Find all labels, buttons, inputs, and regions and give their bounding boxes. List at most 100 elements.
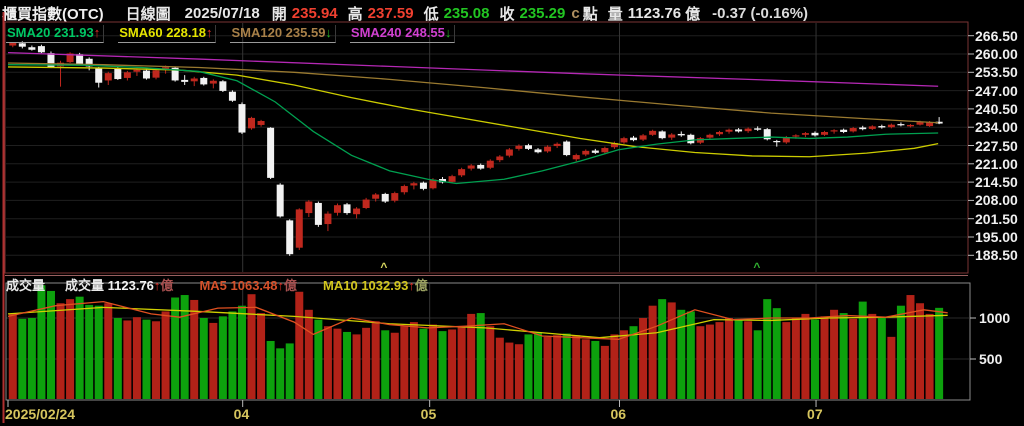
trend-arrow-icon: ↑	[153, 278, 161, 293]
price-legend-item-sma60[interactable]: SMA60 228.18↑	[118, 25, 217, 43]
trend-arrow-icon: ↓	[325, 25, 332, 40]
price-axis-label: 221.00	[975, 155, 1018, 172]
candle-body	[228, 91, 236, 101]
candle-body	[706, 134, 714, 138]
volume-bar	[438, 331, 447, 399]
volume-bar	[830, 309, 839, 399]
trend-arrow-icon: ↑	[277, 278, 285, 293]
candle-body	[362, 199, 370, 209]
candle-body	[95, 68, 103, 83]
candle-body	[563, 141, 571, 156]
volume-bar	[495, 337, 504, 399]
volume-bar	[457, 326, 466, 399]
candle-body	[859, 127, 867, 130]
c-flag: c	[571, 4, 580, 22]
volume-bar	[113, 318, 122, 399]
volume-bar	[237, 305, 246, 399]
vol-ma-value: 1032.93	[361, 278, 409, 293]
volume-bar	[56, 303, 65, 399]
price-axis-label: 201.50	[975, 210, 1018, 227]
volume-bar	[925, 313, 934, 399]
sma60-line	[7, 66, 939, 158]
open-value: 235.94	[291, 4, 338, 22]
volume-bar	[744, 321, 753, 399]
candle-body	[76, 54, 84, 64]
candle-body	[181, 79, 189, 82]
volume-bar	[514, 344, 523, 399]
price-axis-label: 195.00	[975, 229, 1018, 245]
candle-body	[419, 182, 427, 189]
price-legend-item-sma120[interactable]: SMA120 235.59↓	[230, 25, 336, 43]
candle-body	[878, 126, 886, 128]
candle-body	[725, 129, 733, 132]
candle-body	[601, 148, 609, 153]
volume-legend-item-total[interactable]: 成交量 1123.76↑億	[65, 275, 173, 293]
vol-ma-label: 成交量	[65, 278, 108, 293]
date-axis-label: 07	[807, 406, 823, 422]
volume-bar	[8, 313, 17, 399]
candle-body	[926, 122, 934, 127]
candle-body	[801, 133, 809, 135]
candle-body	[744, 128, 752, 132]
candle-body	[85, 58, 93, 67]
candle-body	[534, 149, 542, 153]
volume-bar	[419, 328, 428, 399]
volume-panel-border	[5, 282, 971, 401]
vol-ma-value: 1123.76	[107, 278, 154, 293]
volume-bar	[839, 313, 848, 399]
volume-legend-item-ma10[interactable]: MA10 1032.93↑億	[323, 275, 428, 293]
volume-bar	[362, 327, 371, 399]
volume-bar	[725, 318, 734, 399]
candle-body	[773, 140, 781, 143]
volume-bar	[705, 324, 714, 399]
volume-bar	[906, 295, 915, 399]
candle-body	[906, 124, 914, 127]
candle-body	[448, 176, 456, 182]
candle-body	[66, 53, 74, 63]
volume-bar	[639, 318, 648, 399]
volume-bar	[257, 313, 266, 399]
price-legend-item-sma20[interactable]: SMA20 231.93↑	[6, 25, 105, 43]
volume-ma5-line	[7, 300, 948, 340]
close-label: 收	[499, 5, 515, 23]
volume-bar	[390, 332, 399, 399]
ma-label: SMA240 248.55	[350, 25, 445, 40]
volume-bar	[619, 330, 628, 399]
volume-axis-label: 500	[979, 351, 1003, 367]
candle-body	[209, 80, 217, 84]
price-axis-label: 253.50	[975, 64, 1018, 81]
volume-bar	[868, 313, 877, 399]
volume-bar	[753, 330, 762, 399]
high-label: 高	[347, 5, 363, 23]
price-axis-label: 266.50	[975, 27, 1018, 44]
vol-unit: 億	[414, 278, 428, 293]
candle-body	[849, 128, 857, 132]
volume-ma-legend: 成交量 成交量 1123.76↑億 MA5 1063.48↑億 MA10 1032.9…	[6, 275, 454, 293]
candle-body	[248, 117, 256, 129]
volume-bar	[896, 305, 905, 399]
date-axis-label: 04	[233, 406, 250, 422]
price-legend-item-sma240[interactable]: SMA240 248.55↓	[349, 25, 456, 43]
sma20-line	[7, 64, 939, 185]
volume-legend-item-ma5[interactable]: MA5 1063.48↑億	[199, 275, 297, 293]
volume-bar	[161, 311, 170, 399]
low-label: 低	[423, 5, 439, 23]
candle-body	[314, 202, 322, 225]
candle-body	[286, 220, 294, 255]
candle-body	[486, 160, 494, 168]
candle-body	[410, 183, 418, 186]
candle-body	[582, 150, 590, 155]
price-ma-legend: SMA20 231.93↑ SMA60 228.18↑ SMA120 235.59↓…	[6, 25, 469, 43]
price-axis-label: 247.00	[975, 82, 1018, 99]
volume-bar	[610, 334, 619, 399]
period-label[interactable]: 日線圖	[125, 5, 171, 23]
candle-body	[505, 149, 513, 156]
candle-body	[276, 184, 284, 217]
volume-bar	[572, 335, 581, 399]
price-axis-label: 208.00	[975, 192, 1018, 209]
volume-bar	[772, 308, 781, 399]
candle-body	[171, 67, 179, 81]
vol-ma-label: MA5	[199, 278, 231, 293]
volume-bar	[228, 311, 237, 399]
